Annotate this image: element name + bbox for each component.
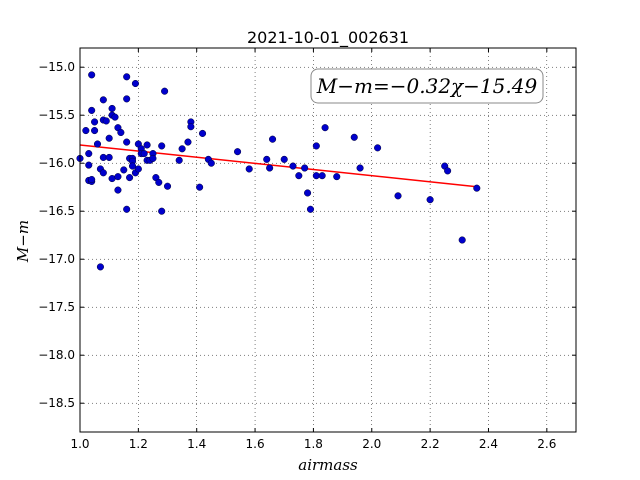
data-point [82, 127, 90, 135]
x-tick-label: 2.0 [362, 437, 381, 451]
data-point [207, 159, 215, 167]
data-point [91, 127, 99, 135]
data-point [111, 113, 119, 121]
y-tick-label: −16.0 [38, 156, 75, 170]
data-point [295, 172, 303, 180]
data-point [88, 71, 96, 79]
x-tick-label: 1.0 [70, 437, 89, 451]
data-point [356, 164, 364, 172]
y-tick-label: −17.0 [38, 252, 75, 266]
data-point [306, 205, 315, 213]
data-point [102, 117, 110, 125]
annotation-box [310, 68, 544, 104]
data-point [234, 148, 242, 156]
data-point [196, 183, 204, 191]
data-point [280, 155, 288, 163]
data-point [120, 166, 128, 174]
data-point [269, 135, 277, 143]
axis-ticks: 1.0 1.2 1.4 1.6 1.8 2.0 2.2 2.4 2.6 −15.0 −15.5 −16… [38, 48, 576, 451]
data-point [161, 87, 169, 95]
data-point [131, 79, 139, 88]
y-tick-label: −15.0 [38, 60, 75, 74]
x-tick-label: 2.2 [421, 437, 440, 451]
data-point [126, 174, 134, 182]
x-tick-label: 1.8 [304, 437, 323, 451]
data-point [245, 165, 253, 173]
data-point [96, 263, 104, 271]
y-axis-label: M−m [14, 220, 32, 263]
data-point [175, 156, 183, 164]
chart-title: 2021-10-01_002631 [247, 28, 409, 48]
data-point [473, 184, 481, 192]
y-tick-label: −16.5 [38, 204, 75, 218]
data-point [123, 73, 131, 81]
data-point [458, 236, 466, 244]
data-point [163, 182, 172, 190]
data-point [117, 128, 125, 137]
x-tick-label: 2.4 [479, 437, 498, 451]
data-point [88, 106, 96, 114]
fit-annotation: M−m=−0.32χ−15.49 [310, 68, 544, 104]
data-point [374, 144, 382, 152]
data-point [289, 162, 297, 170]
y-tick-label: −15.5 [38, 108, 75, 122]
plot-frame [79, 47, 577, 433]
data-point [333, 173, 341, 181]
data-point [85, 150, 93, 158]
y-tick-label: −18.5 [38, 396, 75, 410]
data-point [178, 145, 186, 153]
data-point [140, 150, 148, 158]
y-tick-label: −18.0 [38, 348, 75, 362]
data-point [93, 140, 102, 148]
x-axis-label: airmass [298, 456, 358, 474]
data-point [114, 186, 122, 194]
data-point [426, 196, 434, 204]
data-point [108, 104, 116, 113]
data-point [91, 118, 99, 126]
data-point [123, 95, 131, 103]
data-point [149, 154, 157, 162]
data-point [99, 96, 107, 104]
data-point [114, 173, 122, 181]
data-point [123, 138, 131, 146]
data-point [187, 123, 195, 131]
x-tick-label: 1.6 [246, 437, 265, 451]
data-point [321, 124, 329, 132]
x-tick-label: 1.2 [129, 437, 148, 451]
data-point [394, 192, 402, 200]
data-point [266, 164, 274, 172]
x-tick-label: 2.6 [537, 437, 556, 451]
data-point [304, 189, 312, 197]
data-point [158, 142, 166, 150]
data-point [444, 167, 452, 175]
data-point [128, 162, 137, 170]
data-point [143, 141, 151, 149]
data-point [134, 165, 142, 173]
data-point [184, 138, 192, 146]
x-tick-label: 1.4 [187, 437, 206, 451]
data-point [301, 164, 309, 172]
data-point [350, 133, 358, 141]
annotation-text: M−m=−0.32χ−15.49 [316, 74, 538, 98]
data-point [123, 205, 131, 213]
data-point [85, 161, 93, 169]
data-point [105, 134, 113, 142]
data-point [263, 155, 271, 163]
data-point [99, 169, 107, 177]
data-point [105, 153, 113, 161]
data-point [198, 129, 207, 137]
y-tick-label: −17.5 [38, 300, 75, 314]
data-points [76, 71, 481, 271]
data-point [88, 175, 96, 184]
grid-lines [79, 48, 576, 432]
data-point [312, 142, 320, 150]
data-point [155, 178, 163, 186]
data-point [158, 207, 166, 215]
data-point [318, 172, 326, 180]
